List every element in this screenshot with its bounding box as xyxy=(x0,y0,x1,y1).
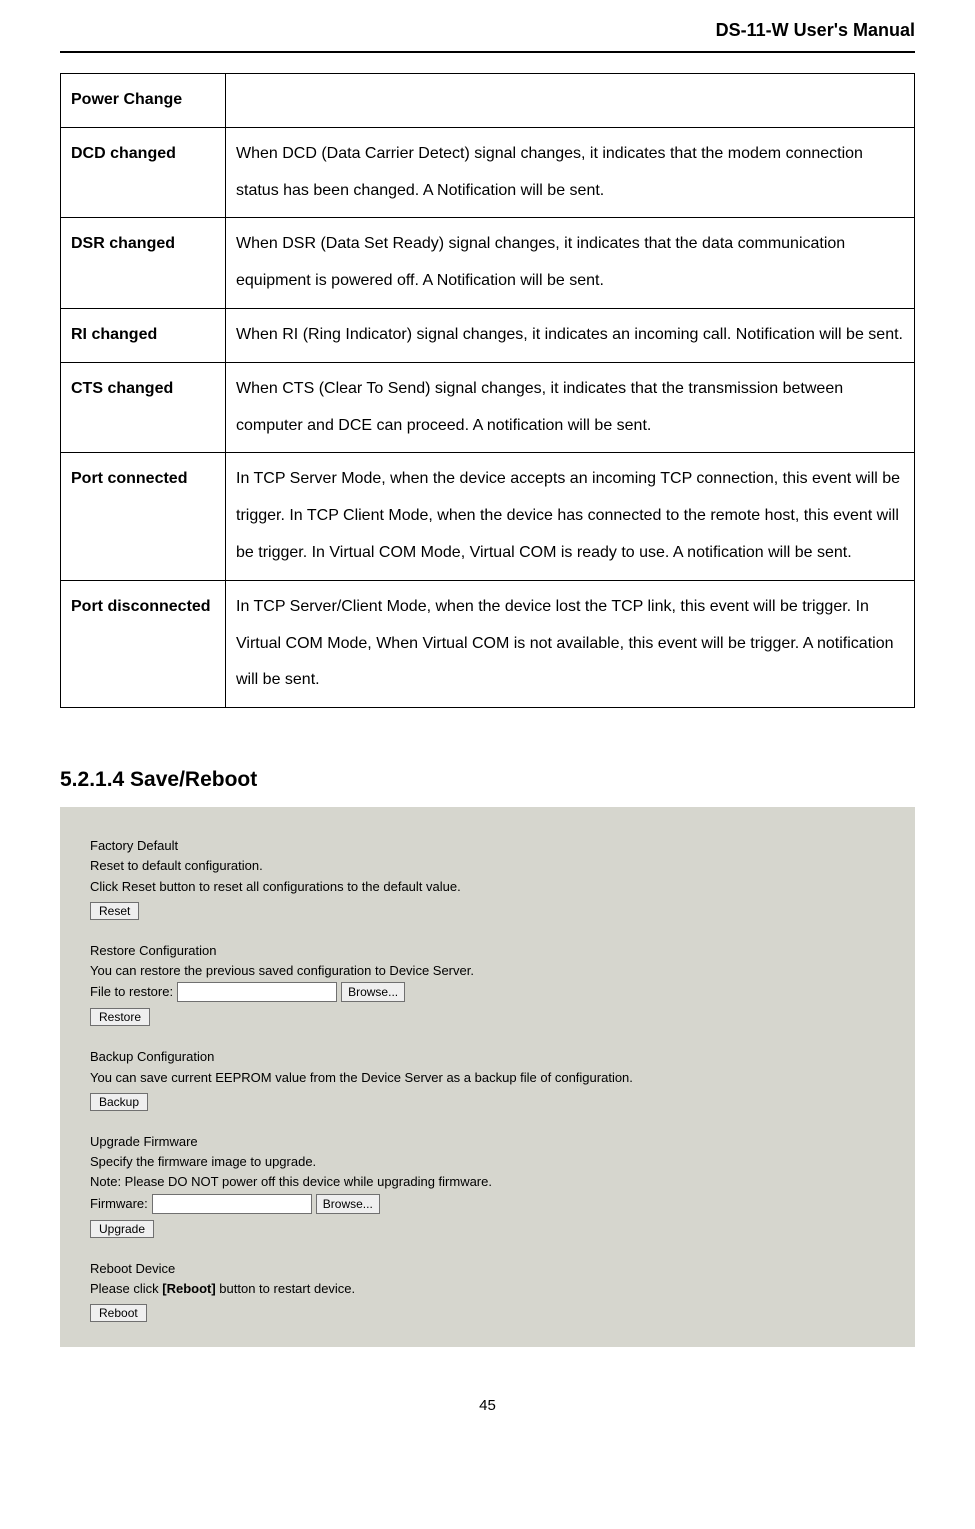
reset-button[interactable]: Reset xyxy=(90,902,139,920)
factory-line1: Reset to default configuration. xyxy=(90,857,885,875)
page-header: DS-11-W User's Manual xyxy=(60,20,915,53)
upgrade-firmware-section: Upgrade Firmware Specify the firmware im… xyxy=(90,1133,885,1238)
row-desc: In TCP Server Mode, when the device acce… xyxy=(226,453,915,580)
upgrade-button[interactable]: Upgrade xyxy=(90,1220,154,1238)
restore-title: Restore Configuration xyxy=(90,942,885,960)
page-number: 45 xyxy=(60,1397,915,1414)
restore-button[interactable]: Restore xyxy=(90,1008,150,1026)
row-desc: When RI (Ring Indicator) signal changes,… xyxy=(226,308,915,362)
manual-title: DS-11-W User's Manual xyxy=(716,20,915,40)
restore-file-row: File to restore: Browse... xyxy=(90,982,885,1002)
table-row: CTS changed When CTS (Clear To Send) sig… xyxy=(61,362,915,453)
table-row: RI changed When RI (Ring Indicator) sign… xyxy=(61,308,915,362)
row-desc: When CTS (Clear To Send) signal changes,… xyxy=(226,362,915,453)
restore-file-input[interactable] xyxy=(177,982,337,1002)
restore-file-label: File to restore: xyxy=(90,983,173,1001)
upgrade-file-input[interactable] xyxy=(152,1194,312,1214)
backup-title: Backup Configuration xyxy=(90,1048,885,1066)
reboot-line-prefix: Please click xyxy=(90,1281,162,1296)
table-row: Port connected In TCP Server Mode, when … xyxy=(61,453,915,580)
table-row: DCD changed When DCD (Data Carrier Detec… xyxy=(61,127,915,218)
upgrade-file-label: Firmware: xyxy=(90,1195,148,1213)
row-label: Port disconnected xyxy=(61,580,226,707)
row-label: RI changed xyxy=(61,308,226,362)
restore-browse-button[interactable]: Browse... xyxy=(341,982,405,1002)
restore-line1: You can restore the previous saved confi… xyxy=(90,962,885,980)
upgrade-title: Upgrade Firmware xyxy=(90,1133,885,1151)
row-desc xyxy=(226,74,915,128)
row-label: CTS changed xyxy=(61,362,226,453)
section-heading: 5.2.1.4 Save/Reboot xyxy=(60,768,915,792)
upgrade-browse-button[interactable]: Browse... xyxy=(316,1194,380,1214)
event-table: Power Change DCD changed When DCD (Data … xyxy=(60,73,915,708)
factory-default-section: Factory Default Reset to default configu… xyxy=(90,837,885,920)
save-reboot-panel: Factory Default Reset to default configu… xyxy=(60,807,915,1347)
row-label: Port connected xyxy=(61,453,226,580)
reboot-line-suffix: button to restart device. xyxy=(216,1281,355,1296)
reboot-line-bold: [Reboot] xyxy=(162,1281,215,1296)
backup-line1: You can save current EEPROM value from t… xyxy=(90,1069,885,1087)
row-desc: In TCP Server/Client Mode, when the devi… xyxy=(226,580,915,707)
backup-config-section: Backup Configuration You can save curren… xyxy=(90,1048,885,1111)
row-label: DSR changed xyxy=(61,218,226,309)
backup-button[interactable]: Backup xyxy=(90,1093,148,1111)
table-row: DSR changed When DSR (Data Set Ready) si… xyxy=(61,218,915,309)
table-row: Power Change xyxy=(61,74,915,128)
reboot-device-section: Reboot Device Please click [Reboot] butt… xyxy=(90,1260,885,1323)
row-desc: When DSR (Data Set Ready) signal changes… xyxy=(226,218,915,309)
row-desc: When DCD (Data Carrier Detect) signal ch… xyxy=(226,127,915,218)
reboot-title: Reboot Device xyxy=(90,1260,885,1278)
upgrade-line1: Specify the firmware image to upgrade. xyxy=(90,1153,885,1171)
upgrade-file-row: Firmware: Browse... xyxy=(90,1194,885,1214)
upgrade-line2: Note: Please DO NOT power off this devic… xyxy=(90,1173,885,1191)
restore-config-section: Restore Configuration You can restore th… xyxy=(90,942,885,1027)
factory-title: Factory Default xyxy=(90,837,885,855)
factory-line2: Click Reset button to reset all configur… xyxy=(90,878,885,896)
reboot-line: Please click [Reboot] button to restart … xyxy=(90,1280,885,1298)
table-row: Port disconnected In TCP Server/Client M… xyxy=(61,580,915,707)
reboot-button[interactable]: Reboot xyxy=(90,1304,147,1322)
row-label: DCD changed xyxy=(61,127,226,218)
row-label: Power Change xyxy=(61,74,226,128)
